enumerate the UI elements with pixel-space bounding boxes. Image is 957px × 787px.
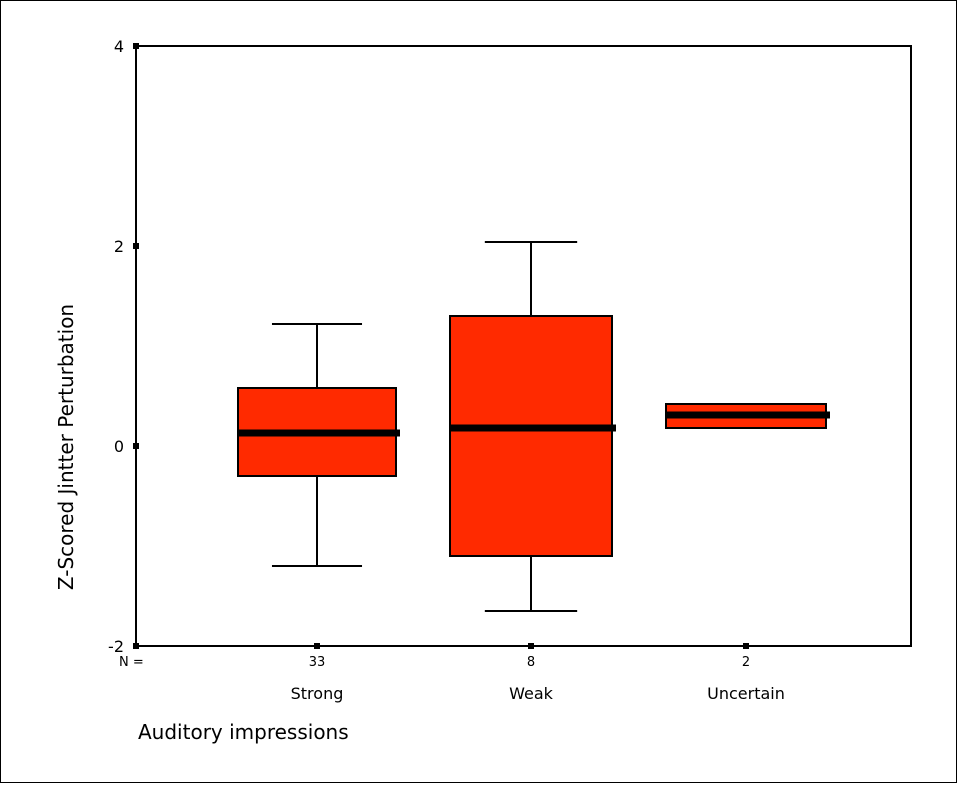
y-tick-mark bbox=[133, 43, 139, 49]
x-axis-title: Auditory impressions bbox=[138, 720, 349, 744]
x-tick-label: Uncertain bbox=[707, 684, 785, 703]
x-tick-label: Strong bbox=[291, 684, 344, 703]
n-count: 33 bbox=[309, 655, 326, 670]
x-tick-mark bbox=[314, 643, 320, 649]
x-tick-label: Weak bbox=[509, 684, 554, 703]
x-axis-labels: 33 Strong 8 Weak 2 Uncertain bbox=[291, 643, 785, 703]
y-tick-mark bbox=[133, 643, 139, 649]
n-label: N = bbox=[119, 655, 144, 670]
y-tick-mark bbox=[133, 243, 139, 249]
y-tick-label: 4 bbox=[114, 37, 124, 56]
y-tick-label: 0 bbox=[114, 437, 124, 456]
y-axis-title: Z-Scored Jintter Perturbation bbox=[54, 304, 78, 590]
y-tick-label: 2 bbox=[114, 237, 124, 256]
n-count: 8 bbox=[527, 655, 535, 670]
x-tick-mark bbox=[743, 643, 749, 649]
box-weak bbox=[449, 315, 613, 557]
y-tick-mark bbox=[133, 443, 139, 449]
plot-area bbox=[135, 45, 912, 647]
y-axis-ticks: -2 0 2 4 bbox=[108, 37, 139, 656]
n-count: 2 bbox=[742, 655, 750, 670]
x-tick-mark bbox=[528, 643, 534, 649]
y-tick-label: -2 bbox=[108, 637, 124, 656]
boxes bbox=[237, 241, 830, 612]
